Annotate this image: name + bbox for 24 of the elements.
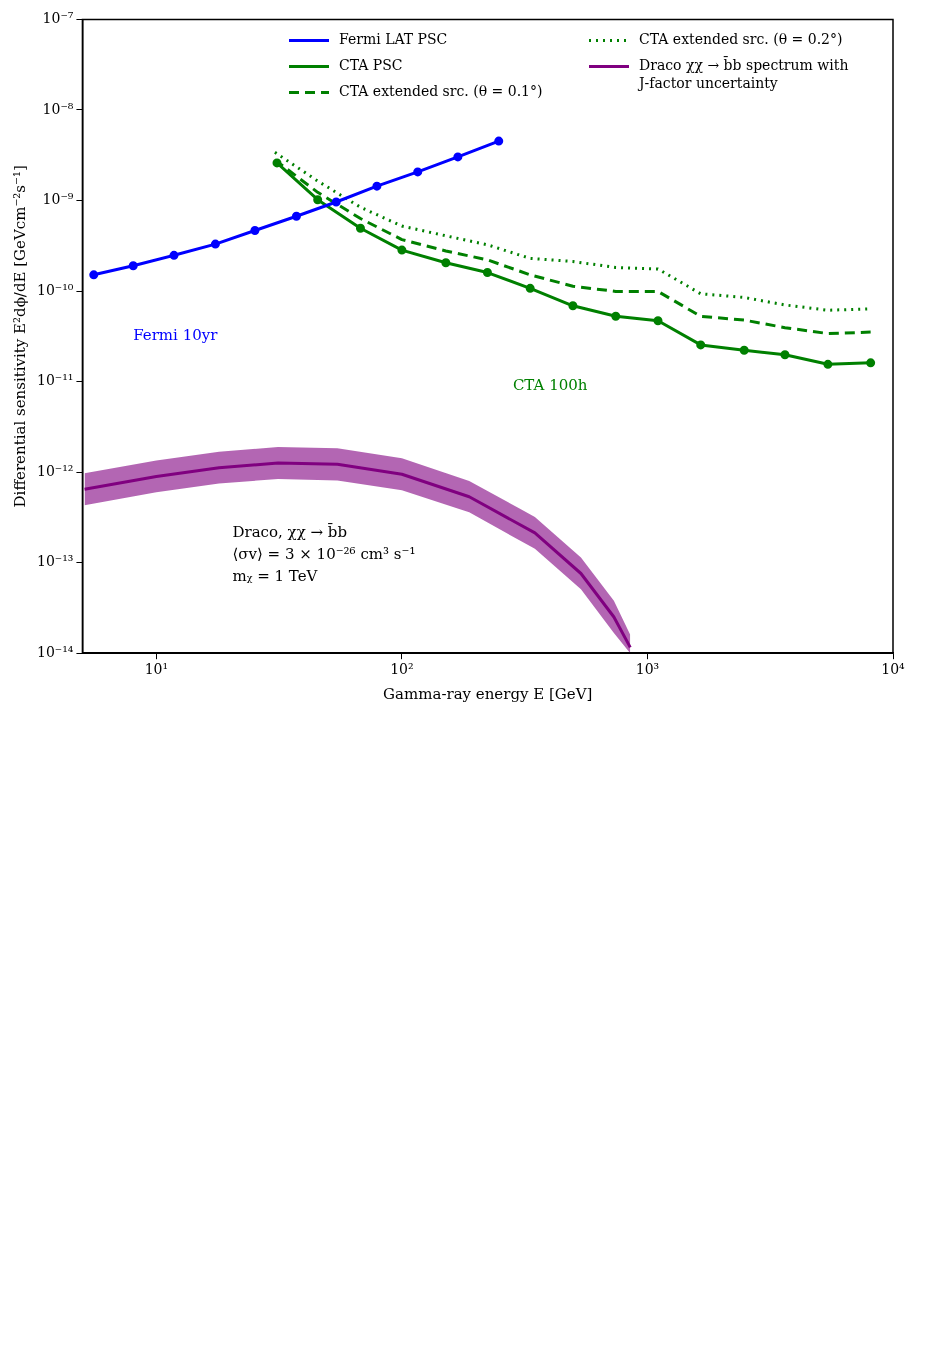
x-axis-title: Gamma-ray energy E [GeV] xyxy=(383,684,593,703)
legend-label: CTA extended src. (θ = 0.1°) xyxy=(339,83,543,100)
y-tick-label: 10⁻¹⁰ xyxy=(36,281,74,298)
annotation: ⟨σv⟩ = 3 × 10⁻²⁶ cm³ s⁻¹ xyxy=(232,545,416,564)
x-tick-label: 10⁴ xyxy=(881,661,906,678)
annotation: CTA 100h xyxy=(512,375,588,394)
y-tick-label: 10⁻⁷ xyxy=(42,10,74,27)
y-tick-label: 10⁻⁸ xyxy=(42,100,74,117)
annotation: Fermi 10yr xyxy=(133,325,219,344)
y-tick-label: 10⁻⁹ xyxy=(42,191,74,208)
x-tick-label: 10¹ xyxy=(144,661,169,678)
y-tick-label: 10⁻¹² xyxy=(36,462,74,479)
y-axis-title: Differential sensitivity E²dϕ/dE [GeVcm⁻²s⁻¹] xyxy=(10,165,29,508)
annotation: mᵪ = 1 TeV xyxy=(232,567,319,586)
legend-label: CTA PSC xyxy=(339,57,403,74)
y-tick-label: 10⁻¹³ xyxy=(36,553,74,570)
legend-label: Fermi LAT PSC xyxy=(339,31,448,48)
legend-label: Draco χχ → b̄b spectrum with J-factor uncertainty xyxy=(637,56,849,92)
annotation: Draco, χχ → b̄b xyxy=(232,522,348,542)
x-tick-label: 10³ xyxy=(635,661,660,678)
x-tick-label: 10² xyxy=(390,661,414,678)
legend-label: CTA extended src. (θ = 0.2°) xyxy=(639,31,843,48)
y-tick-label: 10⁻¹⁴ xyxy=(36,643,74,660)
y-tick-label: 10⁻¹¹ xyxy=(36,372,74,389)
